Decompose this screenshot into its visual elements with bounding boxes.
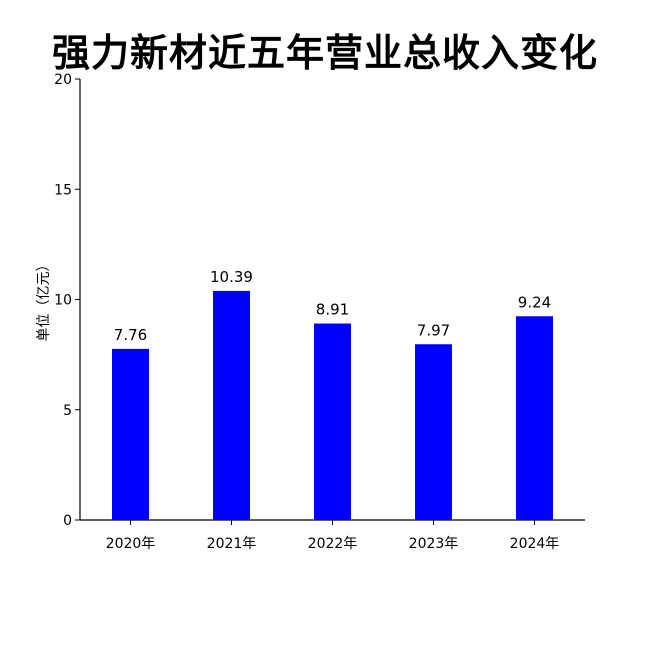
data-labels: 7.76 10.39 8.91 7.97 9.24 <box>114 268 551 344</box>
y-axis-title: 单位（亿元） <box>36 258 52 342</box>
chart-title: 强力新材近五年营业总收入变化 <box>51 31 598 75</box>
data-label: 9.24 <box>518 293 551 311</box>
x-tick-label: 2020年 <box>106 536 156 552</box>
y-tick-label: 10 <box>54 293 72 309</box>
bar <box>112 348 149 520</box>
data-label: 7.76 <box>114 326 147 344</box>
x-tick-label: 2021年 <box>207 536 257 552</box>
bars <box>112 290 553 520</box>
y-tick-label: 5 <box>63 403 72 419</box>
bar <box>213 290 250 520</box>
x-tick-label: 2022年 <box>308 536 358 552</box>
y-tick-label: 0 <box>63 513 72 529</box>
bar <box>516 316 553 520</box>
data-label: 7.97 <box>417 321 450 339</box>
x-tick-label: 2023年 <box>409 536 459 552</box>
bar <box>314 323 351 520</box>
data-label: 8.91 <box>316 301 349 319</box>
y-tick-label: 15 <box>54 182 72 198</box>
bar <box>415 344 452 520</box>
data-label: 10.39 <box>210 268 253 286</box>
y-axis: 0 5 10 15 20 <box>54 72 81 529</box>
x-axis: 2020年 2021年 2022年 2023年 2024年 <box>80 519 585 552</box>
y-tick-label: 20 <box>54 72 72 88</box>
x-tick-label: 2024年 <box>510 536 560 552</box>
